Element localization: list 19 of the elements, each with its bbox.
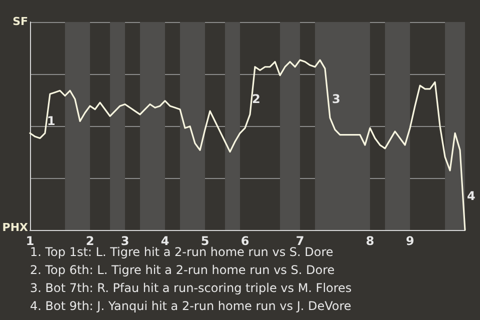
x-tick-label: 2 [86, 234, 94, 248]
text: 2. Top 6th: L. Tigre hit a 2-run home run vs S. Dore [30, 263, 335, 277]
x-tick-label: 4 [160, 234, 170, 248]
x-tick-label: 9 [406, 234, 414, 248]
annotation: 2 [252, 92, 260, 106]
text: PHX [2, 221, 29, 234]
text: 4 [467, 189, 476, 204]
x-tick-label: 5 [200, 234, 210, 248]
annotation: 3 [332, 92, 340, 106]
text: 4. Bot 9th: J. Yanqui hit a 2-run home run vs J. DeVore [30, 299, 352, 313]
text: 3. Bot 7th: R. Pfau hit a run-scoring triple vs M. Flores [30, 281, 352, 295]
x-tick-label: 1 [26, 234, 34, 248]
x-tick-label: 7 [296, 234, 304, 248]
annotation: 1 [47, 114, 56, 128]
x-tick-label: 3 [120, 234, 130, 248]
x-tick-label: 6 [240, 234, 250, 248]
text: 1. Top 1st: L. Tigre hit a 2-run home run vs S. Dore [30, 245, 334, 259]
text: SF [12, 15, 28, 28]
x-tick-label: 8 [366, 234, 374, 248]
